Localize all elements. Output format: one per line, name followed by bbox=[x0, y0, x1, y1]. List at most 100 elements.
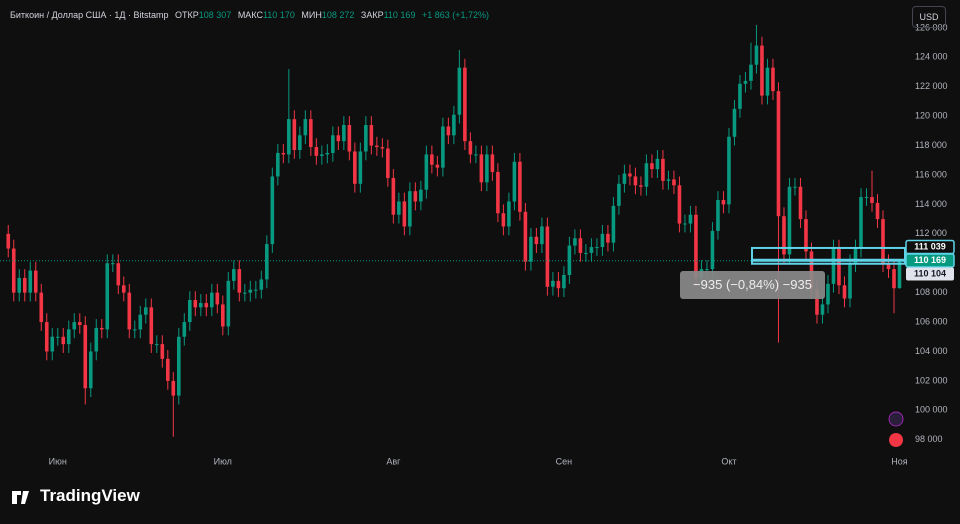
candle-body bbox=[83, 325, 88, 389]
candle-body bbox=[424, 154, 429, 190]
candle-body bbox=[154, 344, 159, 346]
candle-body bbox=[176, 336, 181, 396]
candle-body bbox=[864, 197, 869, 199]
candle-body bbox=[622, 173, 627, 184]
candle-body bbox=[611, 205, 616, 243]
candle-body bbox=[556, 280, 561, 289]
candle-body bbox=[402, 201, 407, 227]
candle-body bbox=[749, 64, 753, 81]
candle-body bbox=[534, 236, 539, 245]
candle-body bbox=[573, 238, 577, 246]
candle-body bbox=[694, 214, 698, 278]
candle-body bbox=[408, 191, 412, 227]
candle-body bbox=[446, 126, 451, 136]
candle-body bbox=[303, 119, 308, 136]
candle-body bbox=[50, 336, 55, 352]
candle-body bbox=[617, 183, 621, 206]
candle-body bbox=[77, 322, 82, 325]
candle-body bbox=[413, 191, 418, 202]
candle-body bbox=[22, 277, 27, 293]
candle-body bbox=[199, 302, 203, 308]
candle-body bbox=[210, 292, 214, 308]
candle-body bbox=[232, 269, 236, 281]
candle-body bbox=[397, 201, 401, 215]
candle-body bbox=[110, 263, 115, 265]
y-tick-label: 108 000 bbox=[915, 287, 948, 297]
x-tick-label: Июн bbox=[49, 456, 67, 466]
candle-body bbox=[474, 154, 478, 156]
candle-body bbox=[897, 260, 902, 289]
candle-body bbox=[765, 67, 770, 96]
candle-body bbox=[721, 200, 726, 205]
candle-body bbox=[193, 300, 198, 308]
candle-body bbox=[705, 269, 709, 271]
candle-body bbox=[732, 108, 737, 137]
candle-body bbox=[138, 314, 143, 330]
candle-body bbox=[633, 176, 638, 186]
candle-body bbox=[716, 200, 720, 231]
candle-body bbox=[820, 304, 825, 315]
candle-body bbox=[842, 285, 847, 299]
candle-body bbox=[738, 83, 742, 109]
alert-icon[interactable] bbox=[888, 411, 904, 427]
candle-body bbox=[485, 154, 489, 183]
candle-body bbox=[265, 244, 269, 280]
y-tick-label: 124 000 bbox=[915, 52, 948, 62]
candle-body bbox=[644, 163, 649, 187]
candle-body bbox=[523, 211, 528, 262]
y-tick-label: 102 000 bbox=[915, 375, 948, 385]
brand: TradingView bbox=[40, 486, 140, 505]
candle-body bbox=[215, 292, 220, 305]
close-value: 110 169 bbox=[383, 10, 416, 20]
candle-body bbox=[17, 277, 22, 293]
candle-body bbox=[336, 135, 341, 142]
candle-body bbox=[66, 329, 71, 345]
candle-body bbox=[771, 67, 775, 92]
x-tick-label: Сен bbox=[556, 456, 573, 466]
change: +1 863 (+1,72%) bbox=[421, 10, 490, 20]
candle-body bbox=[116, 263, 121, 286]
candle-body bbox=[298, 135, 302, 150]
candle-body bbox=[33, 270, 38, 293]
candle-body bbox=[452, 114, 456, 136]
candle-body bbox=[369, 125, 374, 146]
candle-body bbox=[589, 247, 594, 253]
range-box bbox=[751, 258, 906, 265]
low-value: 108 272 bbox=[321, 10, 355, 20]
candle-body bbox=[540, 226, 544, 245]
candle-body bbox=[358, 151, 363, 184]
high-label: МАКС bbox=[237, 10, 263, 20]
candle-body bbox=[55, 336, 60, 338]
candle-body bbox=[204, 302, 209, 308]
candle-body bbox=[672, 179, 676, 186]
candle-body bbox=[639, 185, 643, 187]
brand-logo bbox=[12, 491, 29, 504]
x-tick-label: Авг bbox=[386, 456, 401, 466]
candle-body bbox=[237, 269, 242, 293]
candle-body bbox=[787, 186, 792, 255]
candle-body bbox=[848, 263, 852, 299]
candle-body bbox=[320, 154, 324, 156]
candle-body bbox=[782, 216, 786, 255]
candle-body bbox=[650, 163, 654, 170]
candle-body bbox=[507, 201, 511, 227]
candle-body bbox=[776, 91, 781, 217]
candle-body bbox=[287, 119, 291, 155]
y-tick-label: 98 000 bbox=[915, 434, 943, 444]
open-label: ОТКР bbox=[175, 10, 199, 20]
candle-body bbox=[44, 322, 49, 352]
candle-body bbox=[419, 189, 423, 202]
candle-body bbox=[529, 236, 533, 262]
currency-button[interactable]: USD bbox=[912, 6, 946, 28]
candle-body bbox=[666, 179, 671, 181]
y-tick-label: 104 000 bbox=[915, 346, 948, 356]
candle-body bbox=[243, 292, 247, 294]
flag-icon[interactable] bbox=[889, 433, 903, 447]
candle-body bbox=[655, 158, 660, 170]
candle-body bbox=[28, 270, 33, 293]
price-tag-label: 110 169 bbox=[914, 255, 946, 265]
candle-body bbox=[226, 280, 231, 327]
candle-body bbox=[600, 233, 605, 248]
